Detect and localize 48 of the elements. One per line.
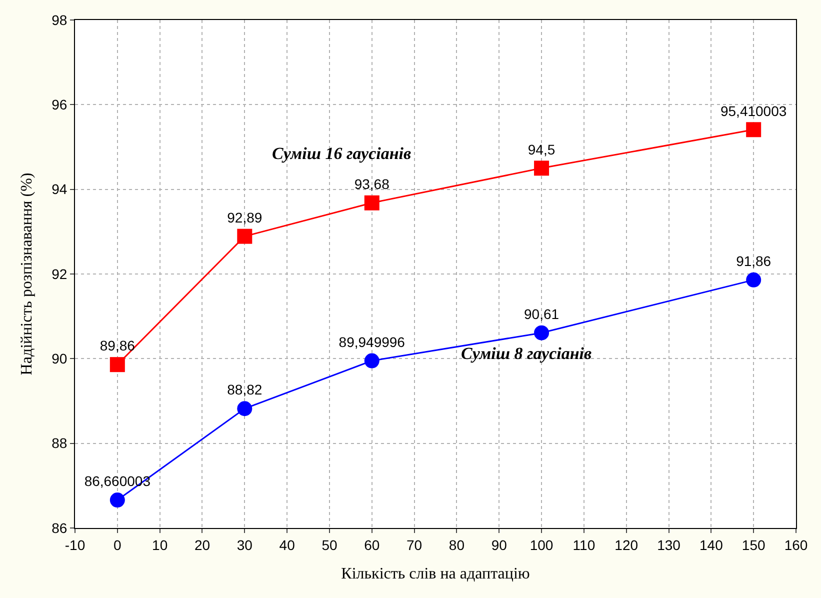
x-tick-label: 40 <box>279 536 296 553</box>
data-label: 95,410003 <box>720 102 787 119</box>
point <box>237 228 252 244</box>
x-tick-label: -10 <box>64 536 86 553</box>
x-axis-title: Кількість слів на адаптацію <box>341 566 530 582</box>
x-tick-label: 120 <box>614 536 638 553</box>
x-tick-label: 160 <box>784 536 808 553</box>
point <box>364 353 380 368</box>
y-tick-label: 94 <box>52 181 68 198</box>
point <box>746 122 762 138</box>
point <box>237 401 252 416</box>
data-label: 92,89 <box>227 209 262 226</box>
x-tick-label: 30 <box>236 536 253 553</box>
data-label: 93,68 <box>354 176 390 192</box>
point <box>110 492 125 508</box>
point <box>534 160 550 176</box>
x-tick-label: 70 <box>406 536 422 553</box>
data-label: 90,61 <box>524 306 560 322</box>
x-tick-label: 110 <box>572 536 596 553</box>
x-tick-label: 150 <box>742 536 766 553</box>
series-label: Суміш 16 гаусіанів <box>272 144 412 163</box>
series-label: Суміш 8 гаусіанів <box>461 344 592 363</box>
x-tick-label: 100 <box>530 536 554 553</box>
data-label: 91,86 <box>736 253 772 270</box>
x-tick-label: 50 <box>322 536 338 553</box>
x-tick-label: 60 <box>364 536 380 553</box>
point <box>534 325 550 340</box>
y-tick-label: 88 <box>52 435 68 452</box>
x-tick-label: 0 <box>114 536 122 553</box>
data-label: 94,5 <box>528 141 556 158</box>
point <box>364 195 380 210</box>
point <box>110 357 125 372</box>
y-tick-label: 92 <box>52 266 68 282</box>
x-tick-label: 80 <box>448 536 465 553</box>
y-axis-title: Надійність розпізнавання (%) <box>18 172 36 376</box>
y-tick-label: 98 <box>52 12 68 28</box>
y-tick-label: 86 <box>52 520 68 536</box>
point <box>746 272 762 288</box>
x-tick-label: 130 <box>657 536 681 553</box>
data-label: 88,82 <box>227 382 262 398</box>
y-tick-label: 96 <box>52 96 68 113</box>
x-tick-label: 140 <box>700 536 724 553</box>
y-tick-label: 90 <box>52 350 68 367</box>
x-tick-label: 20 <box>194 536 210 553</box>
data-label: 89,86 <box>100 338 136 354</box>
x-tick-label: 90 <box>491 536 508 553</box>
data-label: 89,949996 <box>338 334 406 350</box>
x-tick-label: 10 <box>152 536 168 553</box>
